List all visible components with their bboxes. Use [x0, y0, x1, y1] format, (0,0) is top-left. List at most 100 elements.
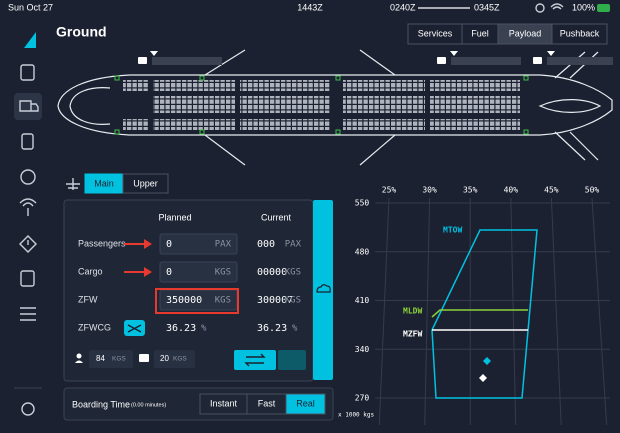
cloud-icon [316, 284, 331, 293]
limit-label: MLDW [403, 307, 422, 316]
boarding-option-label: Real [296, 398, 315, 408]
limit-label: MTOW [443, 226, 462, 235]
cg-envelope-chart: MTOW MLDW MZFW x 1000 kgs 550 480 410 340 27… [338, 186, 610, 426]
weight-unit: KGS [112, 356, 126, 363]
tab-label: Pushback [560, 28, 600, 38]
planned-unit: KGS [215, 296, 231, 306]
aircraft-seat-map [57, 49, 613, 166]
nav-checklists[interactable] [20, 270, 35, 287]
grid-line [591, 197, 608, 426]
nav-ground-active[interactable] [14, 93, 42, 120]
planned-input[interactable] [159, 233, 238, 255]
x-tick-label: 45% [544, 186, 559, 195]
deck-tab[interactable] [122, 173, 169, 194]
weight-value: 20 [160, 354, 169, 363]
page-tabs: Services Fuel Payload Pushback [407, 23, 608, 45]
tab-label: Payload [509, 28, 542, 38]
current-value: 36.23 [257, 323, 287, 334]
planned-value: 350000 [166, 295, 202, 306]
planned-unit: PAX [215, 240, 232, 250]
nav-settings[interactable] [21, 402, 35, 416]
x-tick-label: 30% [422, 186, 437, 195]
unit-note: x 1000 kgs [338, 412, 375, 419]
boarding-option-label: Instant [210, 398, 238, 408]
utc-time: 1443Z [297, 2, 323, 12]
annotation-arrows [124, 239, 152, 277]
current-cg-point [479, 374, 487, 382]
nav-failures[interactable] [19, 235, 37, 253]
x-tick-label: 40% [504, 186, 519, 195]
planned-input[interactable] [159, 261, 238, 283]
deck-tabs: Main Upper [84, 173, 169, 194]
boarding-options: Instant Fast Real [199, 393, 326, 415]
bag-weight-box[interactable] [154, 350, 195, 368]
passenger-icon-body [75, 360, 83, 363]
planned-unit: KGS [215, 268, 231, 278]
cargo-markers [138, 51, 613, 65]
board-button[interactable] [278, 350, 306, 370]
column-header: Planned [158, 212, 191, 222]
current-unit: KGS [285, 268, 301, 278]
current-value: 300007 [257, 295, 293, 306]
shuffle-icon [127, 324, 142, 333]
load-from-simbrief-button[interactable] [313, 200, 333, 380]
y-tick-label: 340 [355, 345, 370, 354]
row-label: ZFWCG [78, 322, 111, 332]
nav-presets[interactable] [20, 307, 36, 321]
cockpit-outline [69, 87, 111, 125]
status-bar: Sun Oct 27 1443Z 0240Z 0345Z 100% [8, 2, 610, 13]
mldw-line [431, 309, 528, 318]
nav-atc[interactable] [19, 198, 37, 216]
row-label: Passengers [78, 238, 126, 248]
y-tick-label: 410 [355, 296, 370, 305]
current-value: 000 [257, 239, 275, 250]
page-title: Ground [56, 24, 107, 40]
mtow-envelope [431, 229, 538, 399]
row-label: ZFW [78, 294, 98, 304]
boarding-option-label: Fast [258, 398, 276, 408]
tab-label: Services [418, 28, 453, 38]
nav-performance[interactable] [21, 133, 34, 150]
bag-icon [139, 354, 149, 362]
highlight-box [155, 288, 239, 314]
swap-icon [244, 353, 266, 367]
y-tick-label: 550 [355, 199, 370, 208]
passenger-icon [76, 353, 82, 359]
truck-icon [19, 100, 39, 112]
weight-value: 84 [96, 354, 105, 363]
battery-icon [597, 4, 610, 12]
planned-cg-point [483, 357, 491, 365]
x-tick-label: 25% [382, 186, 397, 195]
grid-line [550, 197, 562, 426]
grid-line [510, 197, 517, 426]
tab-label: Fuel [471, 28, 489, 38]
current-unit: KGS [285, 296, 301, 306]
tab-button[interactable] [551, 23, 608, 45]
x-tick-label: 50% [585, 186, 600, 195]
limit-label: MZFW [403, 330, 422, 339]
nav-dashboard[interactable] [20, 64, 35, 81]
battery-level: 100% [572, 2, 595, 12]
grid-line [424, 197, 431, 426]
nav-navigation[interactable] [20, 169, 36, 185]
sidebar [14, 32, 42, 416]
boarding-duration: (0.00 minutes) [131, 402, 166, 408]
column-header: Current [261, 212, 292, 222]
x-tick-label: 35% [463, 186, 478, 195]
y-tick-label: 480 [355, 247, 370, 256]
swap-button[interactable] [234, 350, 276, 370]
deck-tab-label: Upper [133, 178, 158, 188]
date: Sun Oct 27 [8, 2, 53, 12]
seat-blocks [123, 80, 520, 130]
passenger-weight-box[interactable] [89, 350, 133, 368]
planned-value: 0 [166, 239, 172, 250]
logo [24, 32, 36, 48]
boarding-option[interactable] [285, 393, 326, 415]
planned-value: 0 [166, 267, 172, 278]
departure-time: 0240Z [390, 2, 416, 12]
settings-icon[interactable] [535, 3, 545, 13]
aircraft-icon [66, 178, 80, 190]
arrival-time: 0345Z [474, 2, 500, 12]
